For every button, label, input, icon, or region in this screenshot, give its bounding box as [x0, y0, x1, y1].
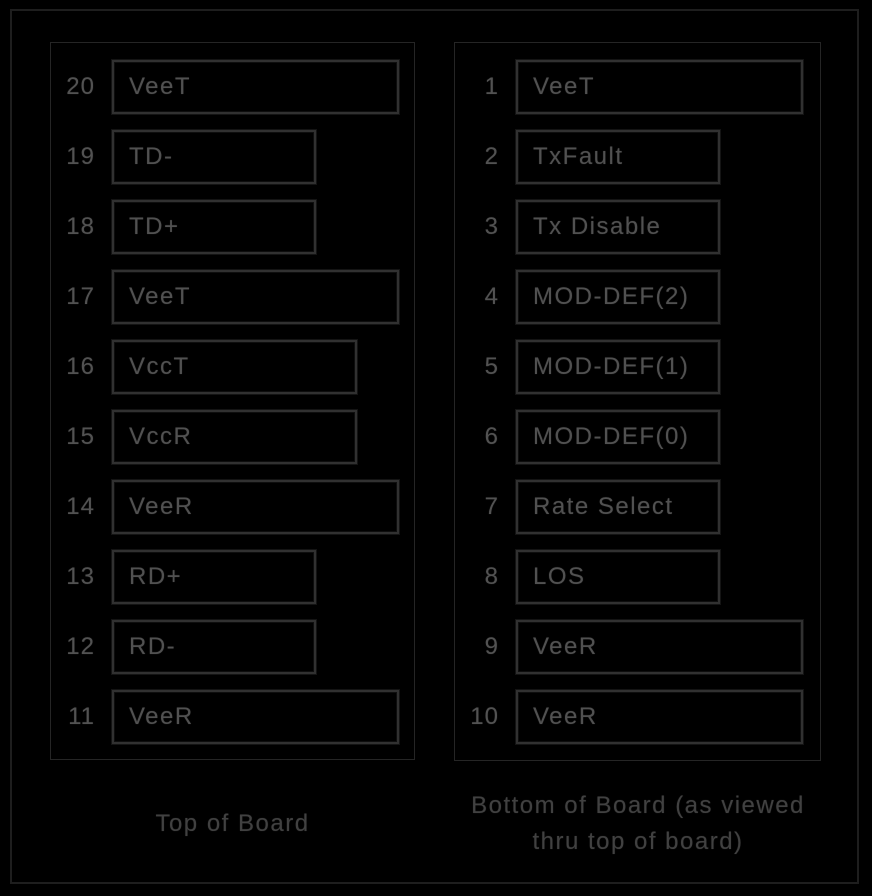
pin-rows-left: 20 VeeT 19 TD- 18 TD+	[51, 43, 414, 744]
pin-label: LOS	[533, 563, 586, 590]
pin-label-box: VeeR	[516, 690, 803, 744]
pin-number: 16	[66, 353, 95, 380]
pin-label-box: VccR	[112, 410, 357, 464]
pin-label-box: RD+	[112, 550, 316, 604]
pin-row: 17 VeeT	[51, 270, 414, 324]
pin-label-box: TD-	[112, 130, 316, 184]
pin-row: 10 VeeR	[455, 690, 820, 744]
pin-row: 14 VeeR	[51, 480, 414, 534]
pin-label: TD-	[129, 143, 174, 170]
pin-label-box: VeeR	[112, 480, 399, 534]
pin-row: 11 VeeR	[51, 690, 414, 744]
pin-row: 13 RD+	[51, 550, 414, 604]
pin-row: 4 MOD-DEF(2)	[455, 270, 820, 324]
pin-row: 2 TxFault	[455, 130, 820, 184]
pin-label-box: Tx Disable	[516, 200, 720, 254]
pin-label-box: RD-	[112, 620, 316, 674]
pin-row: 1 VeeT	[455, 60, 820, 114]
pin-row: 7 Rate Select	[455, 480, 820, 534]
pin-number: 17	[66, 283, 95, 310]
pin-label: Tx Disable	[533, 213, 662, 240]
pin-number: 13	[66, 563, 95, 590]
bottom-of-board-panel: 1 VeeT 2 TxFault 3 Tx Disable	[454, 42, 821, 761]
pin-row: 5 MOD-DEF(1)	[455, 340, 820, 394]
pin-number: 10	[470, 703, 499, 730]
pin-label-box: MOD-DEF(0)	[516, 410, 720, 464]
pin-label-box: VeeR	[112, 690, 399, 744]
pin-label-box: LOS	[516, 550, 720, 604]
pin-number: 1	[484, 73, 499, 100]
pin-label: MOD-DEF(0)	[533, 423, 690, 450]
pin-label-box: TxFault	[516, 130, 720, 184]
pin-label: VeeT	[533, 73, 596, 100]
pin-label: VeeR	[533, 633, 598, 660]
top-of-board-caption: Top of Board	[155, 810, 310, 837]
pin-number: 18	[66, 213, 95, 240]
pin-row: 12 RD-	[51, 620, 414, 674]
pin-label-box: TD+	[112, 200, 316, 254]
pin-row: 15 VccR	[51, 410, 414, 464]
pin-label-box: VeeT	[516, 60, 803, 114]
pin-rows-right: 1 VeeT 2 TxFault 3 Tx Disable	[455, 43, 820, 744]
pin-number: 3	[484, 213, 499, 240]
pin-number: 5	[484, 353, 499, 380]
pin-row: 3 Tx Disable	[455, 200, 820, 254]
pin-row: 19 TD-	[51, 130, 414, 184]
pin-label-box: VeeR	[516, 620, 803, 674]
pin-label: VeeR	[533, 703, 598, 730]
pin-number: 7	[484, 493, 499, 520]
pin-label-box: Rate Select	[516, 480, 720, 534]
pin-number: 4	[484, 283, 499, 310]
pin-number: 9	[484, 633, 499, 660]
pin-label-box: MOD-DEF(1)	[516, 340, 720, 394]
pin-label-box: VccT	[112, 340, 357, 394]
pin-number: 11	[68, 703, 95, 730]
pin-label: VeeT	[129, 73, 192, 100]
diagram-outer-frame	[10, 9, 859, 884]
pin-label-box: VeeT	[112, 60, 399, 114]
pin-label: TxFault	[533, 143, 624, 170]
pin-label: TD+	[129, 213, 180, 240]
pin-label: RD-	[129, 633, 177, 660]
pin-label: MOD-DEF(1)	[533, 353, 690, 380]
pin-label-box: MOD-DEF(2)	[516, 270, 720, 324]
pin-number: 20	[66, 73, 95, 100]
pin-number: 12	[66, 633, 95, 660]
pin-label: VccR	[129, 423, 193, 450]
top-of-board-panel: 20 VeeT 19 TD- 18 TD+	[50, 42, 415, 760]
pin-row: 16 VccT	[51, 340, 414, 394]
pin-label-box: VeeT	[112, 270, 399, 324]
pin-row: 20 VeeT	[51, 60, 414, 114]
pin-label: RD+	[129, 563, 183, 590]
pin-label: MOD-DEF(2)	[533, 283, 690, 310]
pin-label: Rate Select	[533, 493, 674, 520]
pin-number: 15	[66, 423, 95, 450]
pin-row: 18 TD+	[51, 200, 414, 254]
pin-label: VeeR	[129, 493, 194, 520]
pin-number: 19	[66, 143, 95, 170]
bottom-of-board-caption: Bottom of Board (as viewed thru top of b…	[471, 792, 805, 855]
pin-number: 8	[484, 563, 499, 590]
pin-row: 6 MOD-DEF(0)	[455, 410, 820, 464]
pin-label: VeeR	[129, 703, 194, 730]
pin-row: 9 VeeR	[455, 620, 820, 674]
pin-label: VeeT	[129, 283, 192, 310]
pin-number: 2	[484, 143, 499, 170]
pin-number: 14	[66, 493, 95, 520]
pin-row: 8 LOS	[455, 550, 820, 604]
pin-number: 6	[484, 423, 499, 450]
pin-label: VccT	[129, 353, 190, 380]
